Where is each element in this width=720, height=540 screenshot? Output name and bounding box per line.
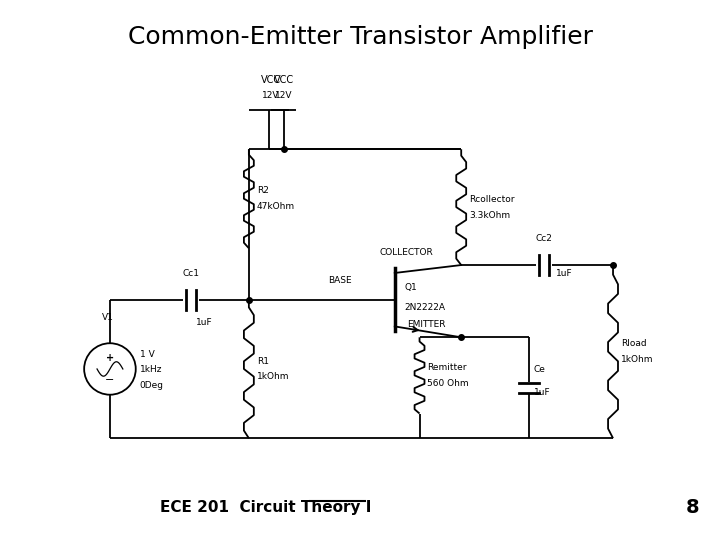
Text: 8: 8	[685, 498, 699, 517]
Text: 0Deg: 0Deg	[140, 381, 163, 390]
Text: 2N2222A: 2N2222A	[405, 303, 446, 312]
Text: 12V: 12V	[275, 91, 292, 100]
Text: 1kOhm: 1kOhm	[257, 373, 289, 381]
Text: Ce: Ce	[534, 366, 546, 374]
Text: Cc1: Cc1	[183, 269, 200, 278]
Text: 1uF: 1uF	[197, 318, 213, 327]
Text: 1uF: 1uF	[534, 388, 550, 397]
Text: R1: R1	[257, 356, 269, 366]
Text: V1: V1	[102, 313, 114, 322]
Text: 1uF: 1uF	[555, 269, 572, 278]
Text: 47kOhm: 47kOhm	[257, 202, 295, 211]
Text: EMITTER: EMITTER	[408, 320, 446, 329]
Text: BASE: BASE	[328, 276, 352, 285]
Text: VCC: VCC	[274, 75, 294, 85]
Text: −: −	[105, 375, 114, 385]
Text: 1 V: 1 V	[140, 349, 155, 359]
Text: Common-Emitter Transistor Amplifier: Common-Emitter Transistor Amplifier	[127, 25, 593, 50]
Text: VCC: VCC	[261, 75, 281, 85]
Text: 1kHz: 1kHz	[140, 366, 162, 374]
Text: 1kOhm: 1kOhm	[621, 355, 654, 364]
Text: Rcollector: Rcollector	[469, 195, 515, 204]
Text: 560 Ohm: 560 Ohm	[428, 379, 469, 388]
Text: Q1: Q1	[405, 284, 418, 292]
Text: R2: R2	[257, 186, 269, 195]
Text: ECE 201  Circuit Theory I: ECE 201 Circuit Theory I	[160, 500, 372, 515]
Text: Remitter: Remitter	[428, 363, 467, 372]
Text: +: +	[106, 353, 114, 363]
Text: COLLECTOR: COLLECTOR	[379, 248, 433, 257]
Text: Rload: Rload	[621, 339, 647, 348]
Text: 3.3kOhm: 3.3kOhm	[469, 211, 510, 220]
Text: 12V: 12V	[262, 91, 279, 100]
Text: Cc2: Cc2	[535, 234, 552, 244]
